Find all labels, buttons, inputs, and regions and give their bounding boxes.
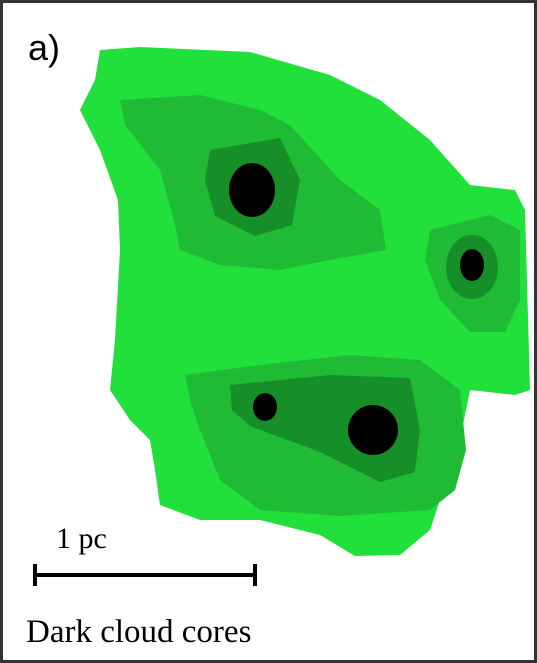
core	[229, 163, 275, 217]
panel-label: a)	[28, 27, 60, 68]
scale-bar-label: 1 pc	[56, 522, 107, 555]
core	[253, 393, 277, 421]
figure: a) 1 pc Dark cloud cores	[0, 0, 537, 663]
core	[460, 249, 484, 281]
core	[348, 405, 398, 455]
caption: Dark cloud cores	[26, 614, 251, 650]
